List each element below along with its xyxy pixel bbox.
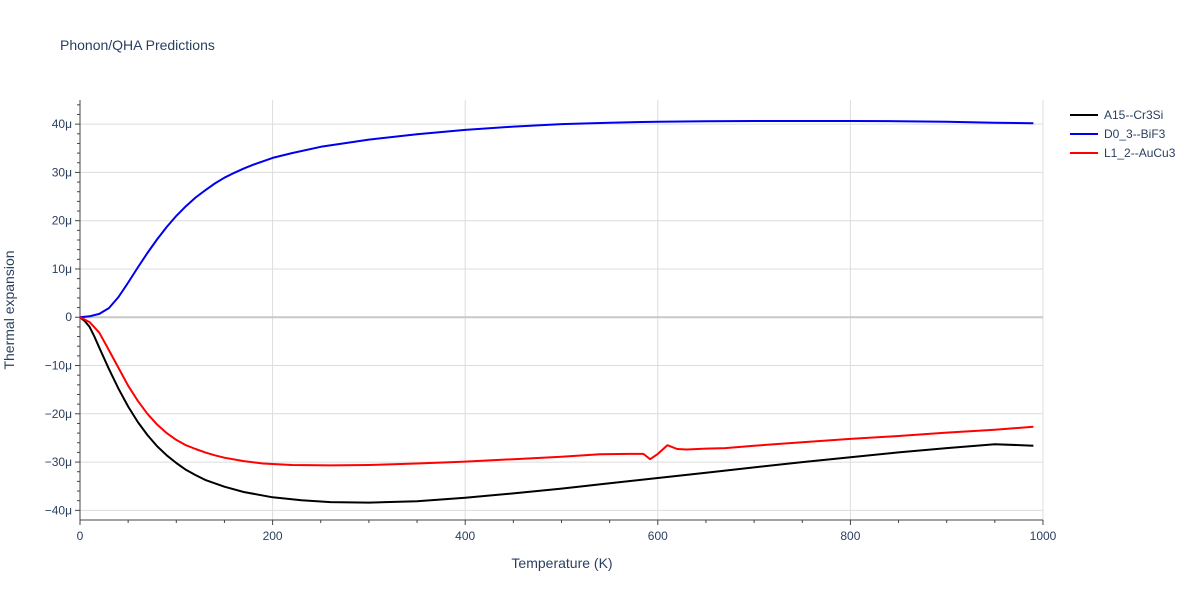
legend-label: L1_2--AuCu3	[1104, 146, 1176, 160]
x-tick-label: 0	[77, 529, 84, 543]
x-tick-label: 600	[648, 529, 668, 543]
x-tick-label: 400	[455, 529, 475, 543]
series-line-0	[79, 316, 1034, 504]
y-tick-label: 20μ	[52, 214, 72, 228]
legend-item-2[interactable]: L1_2--AuCu3	[1070, 146, 1176, 160]
x-tick-label: 1000	[1030, 529, 1057, 543]
y-tick-label: −20μ	[45, 407, 72, 421]
x-tick-label: 800	[840, 529, 860, 543]
y-tick-label: −40μ	[45, 503, 72, 517]
legend-label: A15--Cr3Si	[1104, 108, 1163, 122]
y-tick-label: −30μ	[45, 455, 72, 469]
y-tick-label: −10μ	[45, 359, 72, 373]
legend[interactable]: A15--Cr3Si D0_3--BiF3 L1_2--AuCu3	[1070, 108, 1176, 160]
axes: 0 200 400 600 800 1000 −40μ −30μ −20μ −10μ 0 10μ 20μ…	[45, 100, 1057, 543]
series-layer	[79, 120, 1034, 504]
y-tick-label: 30μ	[52, 165, 72, 179]
chart-title: Phonon/QHA Predictions	[60, 37, 215, 53]
legend-item-0[interactable]: A15--Cr3Si	[1070, 108, 1163, 122]
y-tick-label: 0	[65, 310, 72, 324]
series-line-2	[79, 316, 1034, 467]
legend-item-1[interactable]: D0_3--BiF3	[1070, 127, 1166, 141]
y-tick-label: 40μ	[52, 117, 72, 131]
y-tick-label: 10μ	[52, 262, 72, 276]
x-tick-label: 200	[263, 529, 283, 543]
y-axis-title: Thermal expansion	[1, 250, 17, 369]
x-axis-title: Temperature (K)	[511, 555, 612, 571]
legend-label: D0_3--BiF3	[1104, 127, 1166, 141]
series-line-1	[79, 120, 1034, 319]
